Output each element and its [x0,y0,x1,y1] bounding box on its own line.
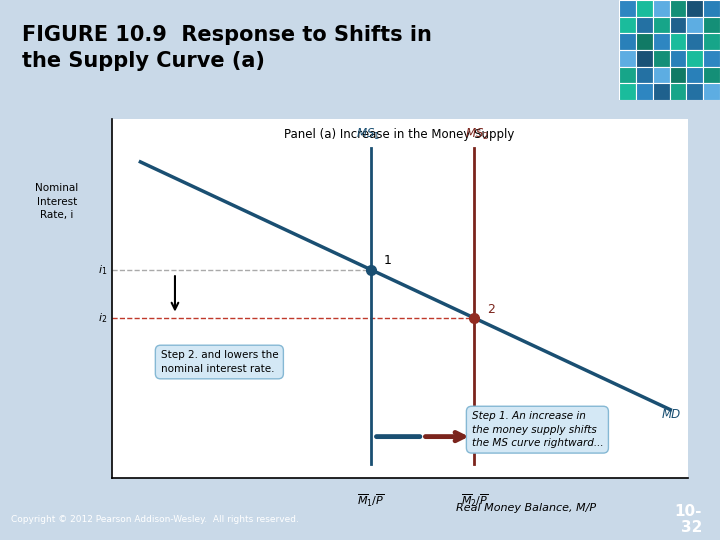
Text: $MS_2$: $MS_2$ [465,127,490,142]
Text: Panel (a) Increase in the Money Supply: Panel (a) Increase in the Money Supply [284,128,515,141]
Bar [653,17,670,33]
Text: Step 1. An increase in
the money supply shifts
the MS curve rightward...: Step 1. An increase in the money supply … [472,411,603,448]
Text: 2: 2 [487,303,495,316]
Text: $i_2$: $i_2$ [98,311,107,325]
Bar [686,66,703,83]
Bar [670,50,686,66]
Bar [703,0,720,17]
Bar [686,33,703,50]
Bar [636,66,653,83]
Bar [670,33,686,50]
Text: $\overline{M}_2/\overline{P}$: $\overline{M}_2/\overline{P}$ [461,492,488,509]
Bar [686,83,703,100]
Bar [636,33,653,50]
Bar [670,0,686,17]
Bar [636,0,653,17]
Bar [619,0,636,17]
Bar [636,50,653,66]
Bar [619,17,636,33]
Bar [653,50,670,66]
Bar [653,83,670,100]
Bar [703,33,720,50]
Bar [670,83,686,100]
Text: MD: MD [662,408,681,421]
Bar [636,83,653,100]
Text: 10-
32: 10- 32 [675,504,702,535]
Text: FIGURE 10.9  Response to Shifts in
the Supply Curve (a): FIGURE 10.9 Response to Shifts in the Su… [22,25,431,71]
Bar [653,0,670,17]
Text: 1: 1 [384,254,392,267]
Text: $\overline{M}_1/\overline{P}$: $\overline{M}_1/\overline{P}$ [357,492,384,509]
Bar [703,50,720,66]
Text: Step 2. and lowers the
nominal interest rate.: Step 2. and lowers the nominal interest … [161,350,278,374]
Bar [619,50,636,66]
Bar [653,33,670,50]
Text: $MS_1$: $MS_1$ [356,127,380,142]
Text: Nominal
Interest
Rate, i: Nominal Interest Rate, i [35,184,78,220]
Bar [619,33,636,50]
Text: $i_1$: $i_1$ [98,263,107,276]
Bar [686,50,703,66]
Bar [670,17,686,33]
Text: Copyright © 2012 Pearson Addison-Wesley.  All rights reserved.: Copyright © 2012 Pearson Addison-Wesley.… [11,515,299,524]
Bar [619,66,636,83]
Bar [703,66,720,83]
Bar [670,66,686,83]
Bar [703,17,720,33]
Bar [653,66,670,83]
Text: Real Money Balance, M/P: Real Money Balance, M/P [456,503,596,513]
Bar [686,0,703,17]
Bar [619,83,636,100]
Bar [703,83,720,100]
Bar [636,17,653,33]
Bar [686,17,703,33]
